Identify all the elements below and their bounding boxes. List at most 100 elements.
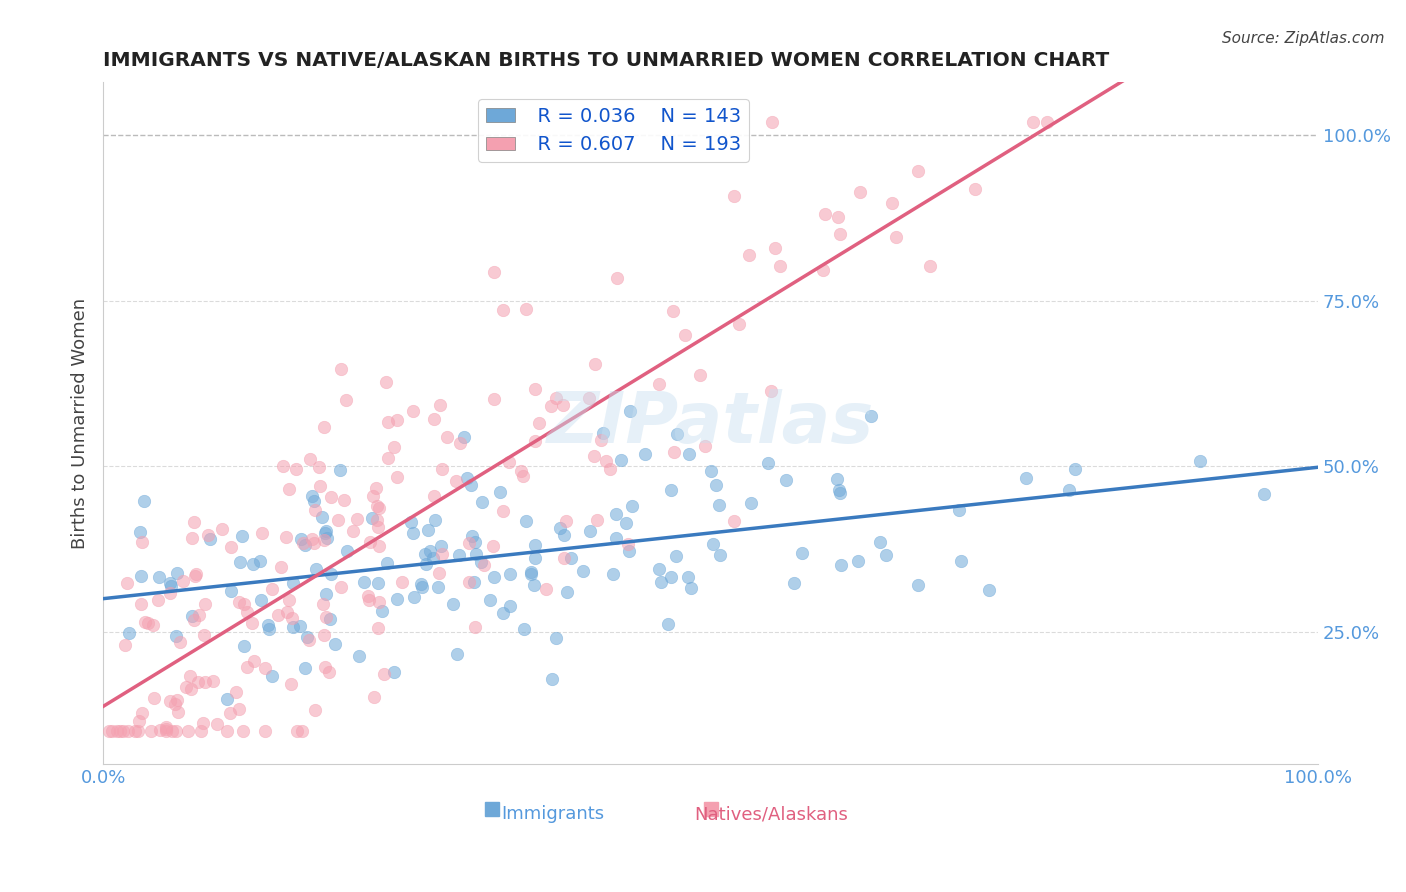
Point [402,525,425,540]
Point [361,510,384,524]
Point [229,556,252,570]
Point [236,659,259,673]
Point [605,507,627,521]
Point [385,592,408,607]
Point [510,464,533,478]
Point [172,574,194,588]
Point [105,724,128,739]
Point [242,557,264,571]
Point [281,576,304,591]
Point [277,593,299,607]
Point [579,524,602,539]
Point [520,565,543,579]
Point [262,582,284,597]
Point [472,558,495,572]
Point [489,484,512,499]
Point [305,561,328,575]
Point [194,597,217,611]
Point [159,585,181,599]
Point [763,241,786,255]
Point [283,620,305,634]
Point [217,724,239,739]
Point [560,551,582,566]
Point [377,415,399,429]
Point [422,550,444,565]
Point [849,185,872,199]
Point [166,692,188,706]
Point [605,531,627,545]
Point [165,628,187,642]
Point [357,590,380,604]
Point [336,544,359,558]
Point [411,580,433,594]
Point [977,582,1000,597]
Point [367,576,389,591]
Point [546,631,568,645]
Point [304,703,326,717]
Point [482,539,505,553]
Point [602,567,624,582]
Point [270,560,292,574]
Point [231,529,253,543]
Point [415,557,437,571]
Point [284,462,307,476]
Point [359,535,381,549]
Point [330,361,353,376]
Point [366,513,388,527]
Point [413,548,436,562]
Point [529,416,551,430]
Point [194,675,217,690]
Point [364,481,387,495]
Point [312,419,335,434]
Point [846,554,869,568]
Text: Immigrants: Immigrants [501,805,605,823]
Point [288,619,311,633]
Point [492,606,515,620]
Point [363,690,385,704]
Point [267,607,290,622]
Point [166,566,188,580]
Point [169,635,191,649]
Point [97,724,120,739]
Point [142,691,165,706]
Point [315,610,337,624]
Point [676,569,699,583]
Point [183,613,205,627]
Point [619,404,641,418]
Point [449,548,471,562]
Point [650,575,672,590]
Point [321,566,343,581]
Point [160,579,183,593]
Point [184,566,207,581]
Point [678,447,700,461]
Point [492,504,515,518]
Point [318,665,340,680]
Point [830,558,852,573]
Point [859,409,882,424]
Point [191,715,214,730]
Point [302,536,325,550]
Point [456,471,478,485]
Point [423,513,446,527]
Point [825,472,848,486]
Point [869,534,891,549]
Point [335,393,357,408]
Point [127,724,149,739]
Point [617,536,640,550]
Point [458,536,481,550]
Point [470,555,492,569]
Point [499,599,522,613]
Point [429,539,451,553]
Point [232,597,254,611]
Point [723,189,745,203]
Point [446,647,468,661]
Point [260,669,283,683]
Point [302,493,325,508]
Point [756,456,779,470]
Point [920,260,942,274]
Point [728,317,751,331]
Point [470,495,492,509]
Point [1253,487,1275,501]
Point [165,697,187,711]
Point [367,520,389,534]
